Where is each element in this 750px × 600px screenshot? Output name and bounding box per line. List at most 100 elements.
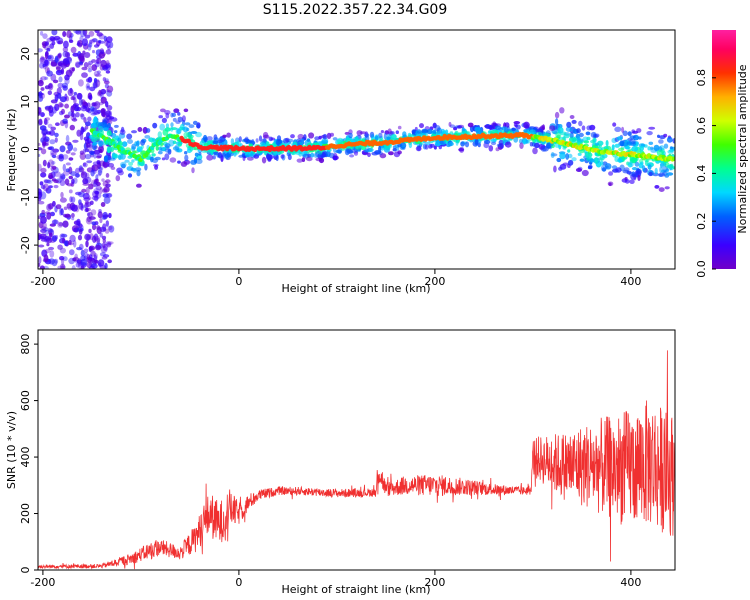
spectrogram-noise-cell bbox=[62, 256, 68, 262]
spectrogram-cell bbox=[653, 144, 660, 152]
spectrogram-noise-cell bbox=[55, 122, 60, 126]
spectrogram-noise-cell bbox=[109, 41, 114, 49]
spectrogram-cell bbox=[148, 137, 154, 142]
spectrogram-noise-cell bbox=[58, 76, 63, 83]
snr-series-line bbox=[38, 350, 675, 570]
spectrogram-cell bbox=[556, 157, 562, 163]
spectrogram-noise-cell bbox=[107, 241, 114, 245]
spectrogram-cell bbox=[654, 185, 660, 189]
spectrogram-cell bbox=[190, 159, 197, 165]
spectrogram-cell bbox=[658, 172, 665, 177]
spectrogram-noise-cell bbox=[43, 117, 48, 125]
spectrogram-noise-cell bbox=[78, 79, 84, 87]
spectrogram-cell bbox=[226, 132, 231, 138]
spectrogram-cell bbox=[275, 154, 279, 162]
spectrogram-cell bbox=[380, 130, 384, 134]
spectrogram-noise-cell bbox=[69, 234, 76, 243]
spectrogram-cell bbox=[315, 150, 322, 158]
spectrogram-noise-cell bbox=[73, 103, 80, 107]
spectrogram-noise-cell bbox=[42, 222, 47, 230]
spectrogram-noise-cell bbox=[38, 94, 44, 102]
colorbar: 0.0 0.2 0.4 0.6 0.8 Normalized spectral ampl… bbox=[695, 30, 749, 278]
spectrogram-cell bbox=[386, 136, 391, 141]
spectrogram-noise-cell bbox=[105, 193, 112, 198]
spectrogram-cell bbox=[121, 141, 128, 147]
spectrogram-cell bbox=[488, 125, 495, 130]
spectrogram-cell bbox=[206, 136, 213, 141]
spectrogram-noise-cell bbox=[91, 221, 97, 226]
spectrogram-cell bbox=[571, 119, 577, 124]
spectrogram-cell bbox=[238, 154, 245, 158]
spectrogram-noise-cell bbox=[100, 96, 107, 104]
spectrogram-noise-cell bbox=[84, 125, 89, 130]
spectrogram-cell bbox=[555, 118, 559, 125]
spectrogram-noise-cell bbox=[102, 193, 109, 198]
spectrogram-cell bbox=[611, 165, 618, 170]
spectrogram-noise-cell bbox=[71, 118, 78, 122]
spectrogram-noise-cell bbox=[95, 178, 99, 183]
spectrogram-noise-cell bbox=[88, 30, 95, 37]
spectrogram-cell bbox=[586, 136, 591, 141]
spectrogram-cell bbox=[664, 186, 670, 190]
spectrogram-noise-cell bbox=[77, 258, 82, 266]
spectrogram-cell bbox=[439, 140, 444, 144]
spectrogram-cell bbox=[308, 132, 315, 139]
spectrogram-noise-cell bbox=[100, 88, 107, 95]
spectrogram-cell bbox=[540, 125, 545, 130]
spectrogram-cell bbox=[648, 141, 654, 145]
spectrogram-noise-cell bbox=[53, 219, 57, 225]
spectrogram-noise-cell bbox=[92, 235, 97, 243]
spectrogram-cell bbox=[460, 141, 465, 147]
spectrogram-cell bbox=[415, 145, 422, 152]
spectrogram-cell bbox=[296, 158, 303, 163]
spectrogram-noise-cell bbox=[48, 185, 53, 189]
spectrogram-cell bbox=[109, 146, 115, 151]
spectrogram-y-ticks: -20 -10 0 10 20 bbox=[19, 47, 38, 254]
spectrogram-noise-cell bbox=[97, 169, 103, 176]
spectrogram-cell bbox=[650, 146, 654, 150]
spectrogram-noise-cell bbox=[78, 165, 84, 173]
spectrogram-noise-cell bbox=[64, 93, 68, 100]
spectrogram-noise-cell bbox=[76, 129, 82, 137]
spectrogram-noise-cell bbox=[72, 139, 79, 143]
spectrogram-cell bbox=[503, 128, 509, 134]
spectrogram-cell bbox=[416, 129, 422, 134]
spectrogram-noise-cell bbox=[95, 244, 102, 251]
spectrogram-cell bbox=[388, 151, 394, 156]
spectrogram-noise-cell bbox=[40, 184, 46, 190]
spectrogram-noise-cell bbox=[92, 190, 99, 198]
spectrogram-cell bbox=[628, 171, 634, 176]
spectrogram-cell bbox=[577, 140, 582, 144]
spectrogram-cell bbox=[114, 124, 119, 128]
spectrogram-noise-cell bbox=[83, 62, 89, 68]
spectrogram-cell bbox=[329, 132, 334, 137]
spectrogram-cell bbox=[569, 132, 574, 139]
spectrogram-cell bbox=[107, 147, 111, 153]
spectrogram-cell bbox=[115, 175, 121, 182]
spectrogram-cell bbox=[212, 151, 219, 155]
spectrogram-cell bbox=[194, 152, 199, 157]
spectrogram-cell bbox=[583, 140, 590, 144]
colorbar-tick-label: 0.2 bbox=[695, 212, 708, 230]
spectrogram-noise-cell bbox=[88, 228, 92, 234]
spectrogram-noise-cell bbox=[70, 171, 77, 177]
spectrogram-noise-cell bbox=[41, 209, 45, 215]
spectrogram-noise-cell bbox=[47, 123, 53, 129]
spectrogram-cell bbox=[554, 111, 560, 119]
spectrogram-cell bbox=[587, 166, 593, 170]
spectrogram-noise-cell bbox=[51, 106, 57, 114]
spectrogram-noise-cell bbox=[77, 234, 83, 241]
spectrogram-noise-cell bbox=[69, 249, 75, 256]
spectrogram-noise-cell bbox=[48, 83, 53, 89]
spectrogram-cell bbox=[136, 140, 140, 147]
spectrogram-cell bbox=[353, 150, 359, 156]
spectrogram-noise-cell bbox=[52, 148, 60, 153]
spectrogram-noise-cell bbox=[97, 211, 103, 219]
spectrogram-cell bbox=[600, 160, 604, 166]
spectrogram-cell bbox=[96, 109, 102, 114]
spectrogram-noise-cell bbox=[86, 85, 90, 89]
spectrogram-cell bbox=[161, 157, 166, 161]
spectrogram-cell bbox=[258, 135, 263, 142]
spectrogram-noise-cell bbox=[107, 259, 112, 264]
spectrogram-noise-cell bbox=[58, 155, 64, 162]
